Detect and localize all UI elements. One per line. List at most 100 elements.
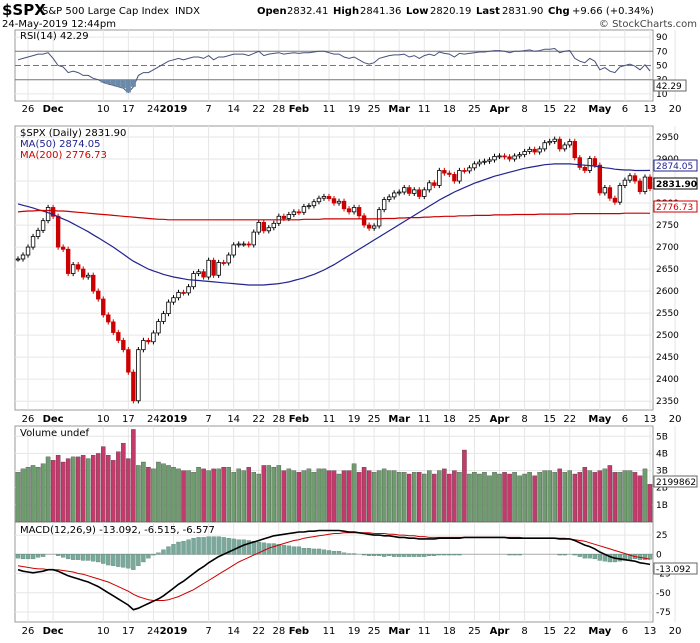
- x-axis-label: Apr: [490, 626, 510, 637]
- macd-histogram-bar: [366, 554, 372, 556]
- price-candle: [351, 207, 357, 213]
- x-axis-label: 11: [418, 626, 431, 637]
- volume-series: [15, 429, 653, 523]
- ma50-line: [17, 163, 651, 286]
- price-candle: [437, 170, 442, 186]
- price-candle: [236, 243, 241, 246]
- volume-bar: [361, 466, 367, 523]
- volume-bar: [80, 454, 86, 523]
- volume-bar: [462, 449, 467, 523]
- volume-bar: [567, 470, 573, 523]
- price-candle: [181, 292, 186, 294]
- svg-text:2831.90: 2831.90: [656, 180, 697, 190]
- macd-histogram-bar: [346, 553, 352, 555]
- macd-histogram-bar: [231, 538, 236, 555]
- x-axis-label: May: [588, 414, 611, 425]
- volume-bar: [75, 456, 81, 523]
- macd-histogram-bar: [256, 541, 261, 555]
- macd-histogram-bar: [71, 554, 76, 560]
- price-candle: [507, 156, 512, 160]
- x-axis-label: May: [588, 626, 611, 637]
- macd-histogram-bar: [40, 554, 46, 557]
- volume-bar: [85, 458, 91, 523]
- price-candle: [637, 180, 643, 193]
- price-legend: $SPX (Daily) 2831.90: [20, 128, 126, 139]
- macd-histogram-bar: [281, 544, 286, 555]
- macd-series: [15, 529, 653, 611]
- x-axis-label: 7: [205, 626, 211, 637]
- macd-histogram-bar: [341, 552, 347, 555]
- macd-histogram-bar: [30, 554, 36, 560]
- volume-bar: [161, 463, 166, 523]
- price-tick-label: 2500: [656, 331, 679, 341]
- x-axis-label: 15: [543, 626, 556, 637]
- macd-histogram-bar: [642, 554, 648, 560]
- price-candle: [116, 332, 121, 341]
- macd-histogram-bar: [121, 554, 126, 568]
- macd-histogram-bar: [412, 554, 417, 557]
- macd-histogram-bar: [101, 554, 106, 564]
- volume-bar: [171, 466, 176, 523]
- x-axis-label: 14: [227, 414, 240, 425]
- price-candle: [45, 207, 51, 222]
- price-candle: [20, 254, 26, 260]
- price-candle: [266, 227, 271, 232]
- svg-text:2199862: 2199862: [656, 478, 696, 488]
- price-candle: [256, 222, 261, 233]
- x-axis-label: 14: [227, 104, 240, 115]
- volume-bar: [55, 454, 61, 523]
- volume-bar: [532, 475, 537, 523]
- macd-histogram-bar: [241, 539, 246, 555]
- volume-bar: [487, 475, 492, 523]
- x-axis-label: 25: [368, 104, 381, 115]
- volume-bar: [447, 473, 452, 523]
- price-candle: [537, 148, 542, 153]
- price-candle: [30, 236, 36, 248]
- x-axis-label: 18: [443, 104, 456, 115]
- price-candle: [482, 160, 487, 163]
- price-candle: [607, 187, 613, 199]
- volume-bar: [472, 472, 477, 523]
- price-series: [15, 136, 653, 404]
- ma200-line: [17, 209, 651, 221]
- price-candle: [597, 164, 603, 194]
- macd-histogram-bar: [427, 554, 432, 556]
- macd-histogram-bar: [326, 550, 332, 555]
- x-axis-label: 15: [543, 414, 556, 425]
- volume-bar: [136, 465, 141, 523]
- macd-legend: MACD(12,26,9) -13.092, -6.515, -6.577: [20, 525, 215, 536]
- price-candle: [587, 158, 593, 171]
- macd-histogram-bar: [617, 554, 623, 562]
- price-candle: [582, 166, 587, 171]
- volume-bar: [406, 473, 412, 523]
- x-axis-label: 10: [97, 104, 110, 115]
- macd-histogram-bar: [582, 554, 587, 559]
- x-axis-label: 20: [669, 414, 682, 425]
- x-axis: 26 Dec 10 17 24 2019 7 14 22 28 Feb 11 19 25 Mar 11 18 25…: [22, 104, 682, 637]
- macd-histogram-bar: [91, 554, 96, 562]
- volume-bar: [296, 472, 302, 523]
- price-candle: [336, 200, 342, 204]
- volume-bar: [301, 470, 307, 523]
- macd-histogram-bar: [131, 554, 136, 570]
- macd-tick-label: 25: [656, 531, 667, 541]
- macd-histogram-bar: [35, 554, 41, 558]
- x-axis-label: 11: [323, 104, 336, 115]
- volume-bar: [176, 468, 181, 523]
- x-axis-label: Feb: [289, 104, 309, 115]
- macd-tick-label: -25: [656, 570, 671, 580]
- rsi-tick-label: 10: [656, 90, 668, 100]
- x-axis-label: 19: [348, 104, 361, 115]
- x-axis-label: Feb: [289, 626, 309, 637]
- macd-histogram-bar: [211, 536, 216, 555]
- macd-histogram-bar: [206, 536, 211, 555]
- volume-bar: [346, 470, 352, 523]
- macd-histogram-bar: [577, 554, 582, 557]
- macd-histogram-bar: [136, 554, 141, 566]
- volume-bar: [627, 470, 633, 523]
- price-candle: [527, 148, 532, 152]
- x-axis-label: 24: [147, 626, 160, 637]
- volume-tick-label: 3B: [656, 467, 668, 477]
- volume-bar: [30, 465, 36, 523]
- ma50-tag: 2874.05: [653, 159, 698, 172]
